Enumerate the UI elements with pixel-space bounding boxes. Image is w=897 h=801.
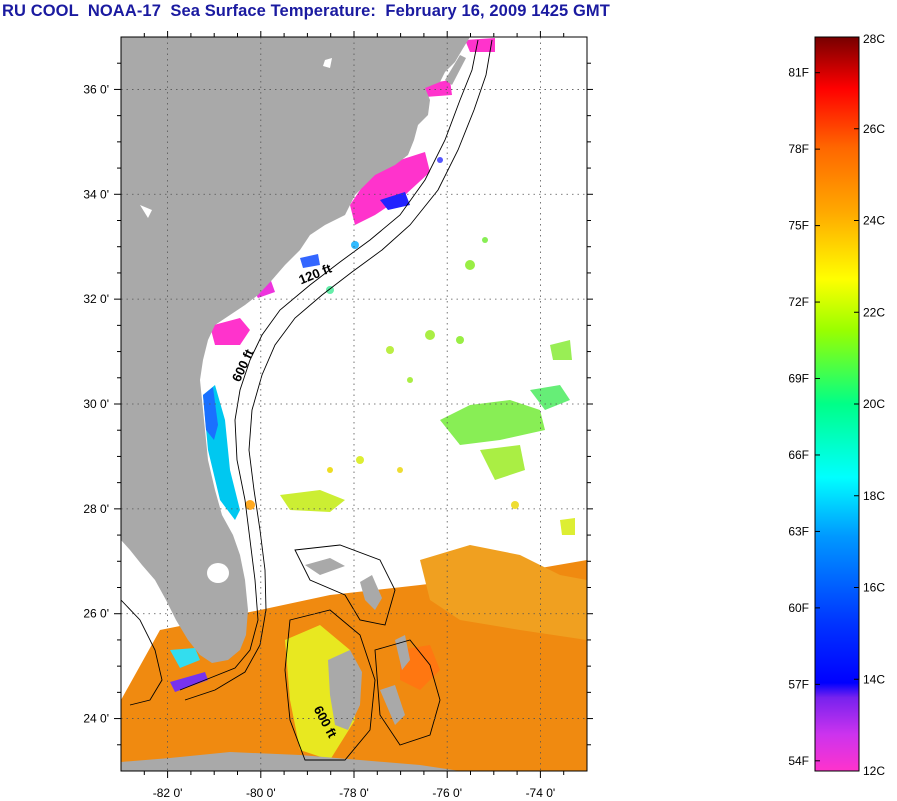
sst-patch-green-1 [440,400,545,445]
fahrenheit-label: 66F [788,448,809,462]
bathymetry-contours [121,39,493,761]
lon-tick-label: -82 0' [153,786,183,800]
sst-patch-green-4 [550,340,572,360]
lat-tick-label: 32 0' [83,292,109,306]
colorbar-labels: 28C 26C 24C 22C 20C 18C 16C 14C 12C 81F 78F 75F 72F 6… [788,32,885,778]
lat-tick-label: 34 0' [83,187,109,201]
contour-bahamas-bank [294,544,396,626]
sst-patch-green-3 [480,445,525,480]
fahrenheit-label: 63F [788,524,809,538]
fahrenheit-label: 78F [788,142,809,156]
sst-patch-orange-east [400,645,440,690]
sst-patch-purple-keys [170,672,208,692]
lakes [131,58,332,583]
contour-exuma-bank [374,639,441,746]
sst-patch-yellow-east [560,518,575,535]
lat-tick-label: 26 0' [83,607,109,621]
sst-patch-yellow-green [280,490,345,512]
axis-ticks: -82 0' -80 0' -78 0' -76 0' -74 0' 36 0' 34 0'… [83,31,593,800]
sst-patch-blue-nc [380,192,410,210]
fahrenheit-label: 54F [788,754,809,768]
celsius-label: 28C [863,32,885,46]
fahrenheit-label: 81F [788,66,809,80]
lat-tick-label: 28 0' [83,502,109,516]
fahrenheit-label: 75F [788,219,809,233]
land-eleuthera [395,635,410,670]
sst-patch-warm-east [420,545,587,640]
lat-tick-label: 36 0' [83,82,109,96]
fahrenheit-label: 57F [788,677,809,691]
lat-tick-label: 24 0' [83,712,109,726]
colorbar [814,36,860,772]
celsius-label: 24C [863,214,885,228]
land-cuba [121,752,460,771]
map-title: RU COOL NOAA-17 Sea Surface Temperature:… [2,2,610,20]
sst-patch-magenta-ga [210,318,250,345]
lon-tick-label: -80 0' [246,786,276,800]
lon-tick-label: -76 0' [432,786,462,800]
contour-600ft [184,39,493,701]
land-us-east-coast [121,37,470,663]
fahrenheit-label: 60F [788,601,809,615]
celsius-label: 18C [863,489,885,503]
fahrenheit-label: 72F [788,295,809,309]
land-outer-banks [445,55,466,85]
fahrenheit-label: 69F [788,372,809,386]
sst-patch-cyan-keys [170,648,200,668]
sst-patch-magenta-top [465,38,495,52]
land-great-abaco [360,575,382,610]
sst-speckles [245,157,519,510]
celsius-label: 16C [863,581,885,595]
land-grand-bahama [305,558,345,575]
contour-120ft [179,39,479,691]
lon-tick-label: -78 0' [339,786,369,800]
sst-patch-green-2 [530,385,570,410]
celsius-label: 20C [863,397,885,411]
sst-patch-blue-florida [203,387,218,440]
sst-patch-blue-sc [300,254,320,268]
celsius-label: 26C [863,122,885,136]
celsius-label: 12C [863,764,885,778]
graticule [121,37,587,771]
land-layer [121,37,470,771]
contour-andros-bank [284,609,376,761]
land-exuma [380,685,405,725]
celsius-label: 22C [863,305,885,319]
celsius-label: 14C [863,672,885,686]
lon-tick-label: -74 0' [526,786,556,800]
lat-tick-label: 30 0' [83,397,109,411]
sst-patch-magenta-nc [350,152,430,225]
land-andros [328,650,362,730]
contour-florida-bay [121,599,163,706]
